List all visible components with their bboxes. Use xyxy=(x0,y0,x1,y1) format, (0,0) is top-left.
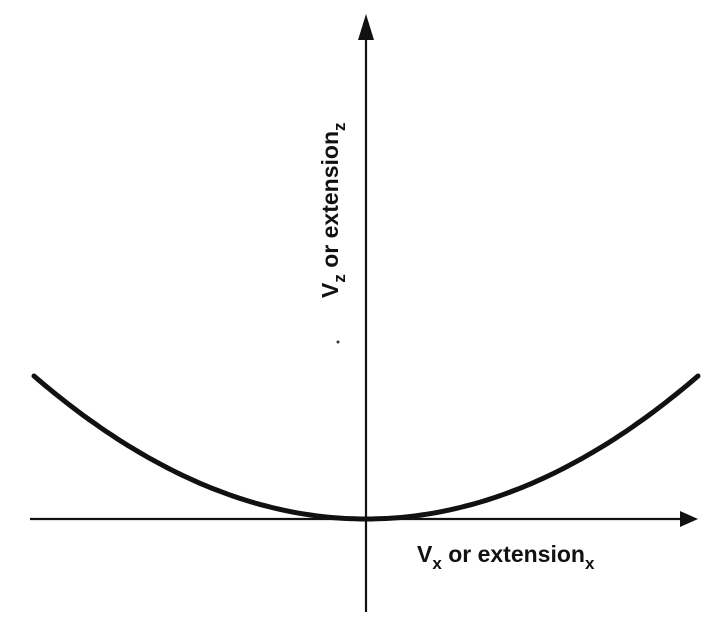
x-axis-label: Vx or extensionx xyxy=(417,541,595,573)
x-axis-arrow-icon xyxy=(680,511,698,527)
print-speck xyxy=(336,340,340,344)
y-axis-label-sub: z xyxy=(330,274,349,283)
x-axis-label-v: V xyxy=(417,541,433,567)
y-axis-label-v: V xyxy=(317,282,343,298)
y-axis-label-text: or extension xyxy=(317,131,343,274)
x-axis-label-text: or extension xyxy=(442,541,585,567)
series-line-curve xyxy=(31,373,701,522)
y-axis-label: Vz or extensionz xyxy=(317,123,349,299)
y-axis-arrow-icon xyxy=(358,14,374,40)
y-axis-label-sub2: z xyxy=(330,123,349,132)
x-axis-label-sub2: x xyxy=(585,554,595,573)
x-axis-label-sub: x xyxy=(432,554,442,573)
